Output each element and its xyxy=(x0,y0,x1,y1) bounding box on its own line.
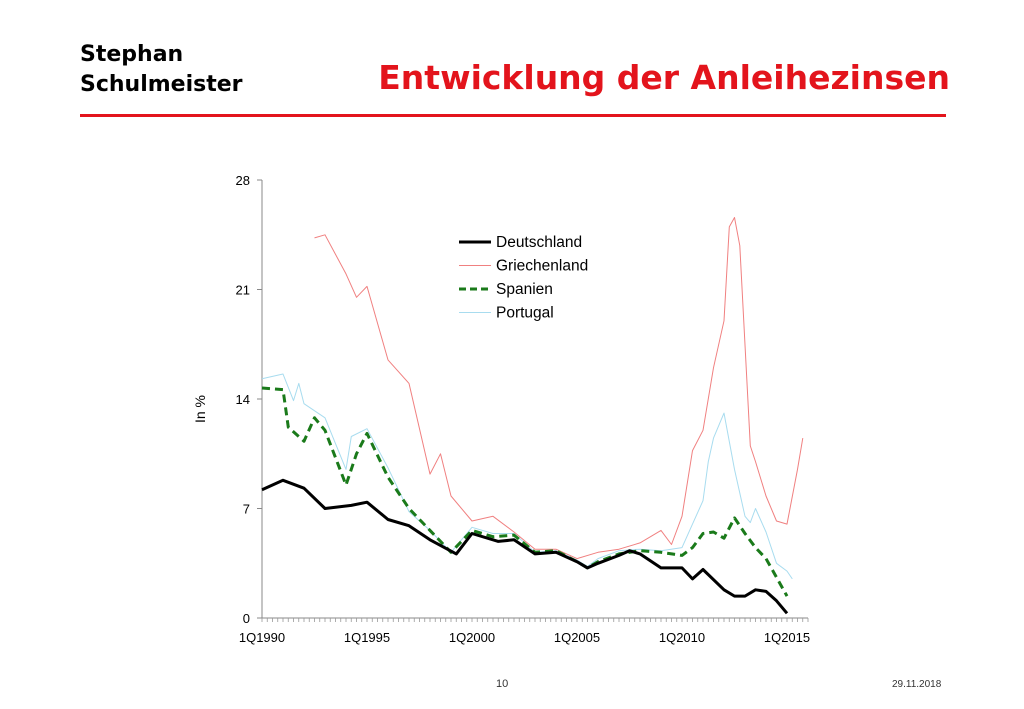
y-axis-label: In % xyxy=(192,395,208,423)
x-tick-label: 1Q2010 xyxy=(659,630,705,645)
x-tick-label: 1Q1995 xyxy=(344,630,390,645)
series-line-griechenland xyxy=(314,217,804,560)
legend-label-deutschland: Deutschland xyxy=(496,234,582,251)
title-divider xyxy=(80,114,946,117)
x-tick-label: 1Q1990 xyxy=(239,630,285,645)
y-tick-label: 21 xyxy=(236,283,250,298)
y-tick-label: 28 xyxy=(236,173,250,188)
page-number: 10 xyxy=(496,678,509,690)
slide-title: Entwicklung der Anleihezinsen xyxy=(378,58,950,97)
series-line-spanien xyxy=(261,386,789,597)
series-line-deutschland xyxy=(261,478,789,615)
author-last-name: Schulmeister xyxy=(80,72,243,97)
x-tick-label: 1Q2015 xyxy=(764,630,810,645)
y-tick-label: 0 xyxy=(243,611,250,626)
author-first-name: Stephan xyxy=(80,42,184,67)
legend-label-portugal: Portugal xyxy=(496,305,554,322)
legend-label-spanien: Spanien xyxy=(496,281,553,298)
x-tick-label: 1Q2005 xyxy=(554,630,600,645)
footer-date: 29.11.2018 xyxy=(892,679,942,690)
x-tick-label: 1Q2000 xyxy=(449,630,495,645)
y-tick-label: 14 xyxy=(236,392,250,407)
legend-label-griechenland: Griechenland xyxy=(496,258,588,275)
author-name: Stephan Schulmeister xyxy=(80,40,243,100)
y-tick-label: 7 xyxy=(243,502,250,517)
